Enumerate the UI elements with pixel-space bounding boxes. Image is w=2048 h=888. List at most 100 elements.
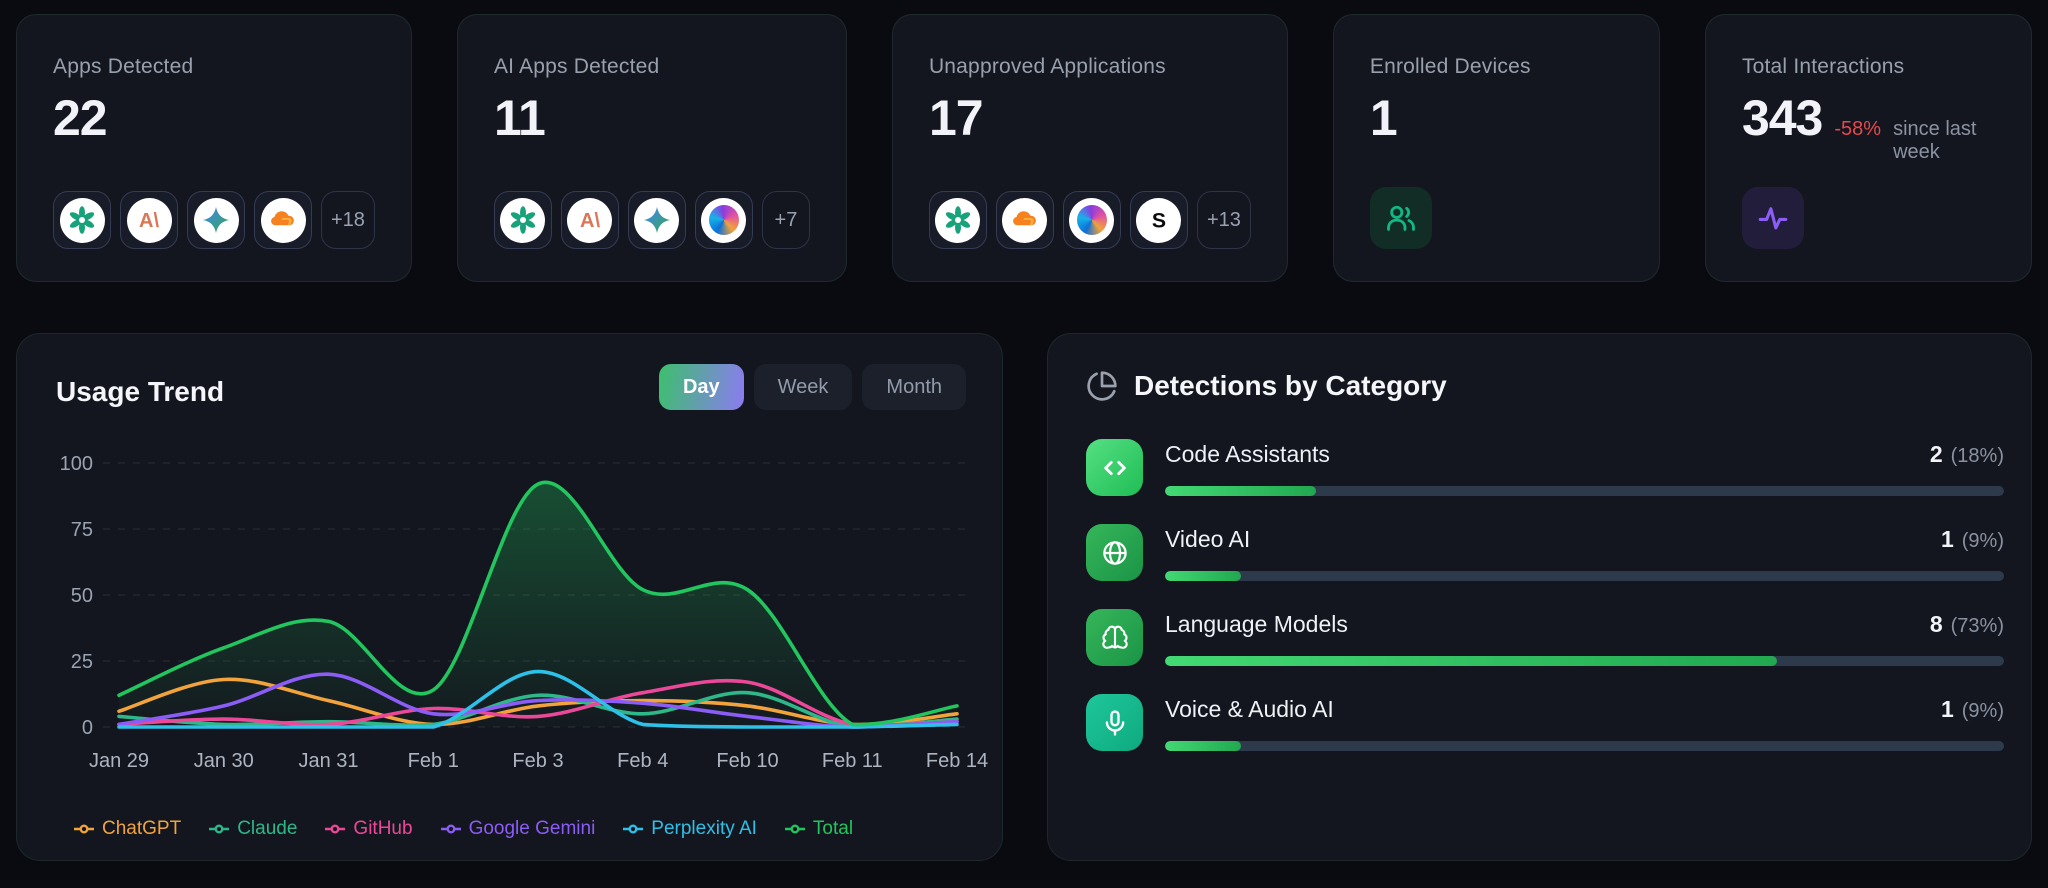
- more-apps-badge[interactable]: +18: [321, 191, 375, 249]
- svg-text:Feb 4: Feb 4: [617, 750, 668, 772]
- legend-item-claude[interactable]: Claude: [208, 818, 297, 840]
- svg-text:A\: A\: [139, 210, 159, 232]
- chatgpt-logo-icon: [500, 197, 546, 243]
- legend-item-chatgpt[interactable]: ChatGPT: [73, 818, 181, 840]
- legend-marker-icon: [784, 824, 805, 834]
- card-value: 22: [53, 90, 108, 146]
- legend-label: Claude: [237, 818, 298, 839]
- legend-marker-icon: [74, 824, 94, 834]
- usage-trend-title: Usage Trend: [56, 376, 225, 407]
- claude-app-chip[interactable]: A\: [560, 191, 619, 249]
- s-app-app-chip[interactable]: S: [1129, 191, 1188, 249]
- copilot-logo-icon: [1069, 197, 1115, 243]
- legend-label: GitHub: [353, 818, 413, 839]
- category-count: 2: [1929, 441, 1943, 467]
- category-percent: (9%): [1961, 530, 2004, 552]
- chatgpt-app-chip[interactable]: [53, 191, 111, 249]
- svg-text:50: 50: [71, 585, 93, 607]
- detected-apps-list: S +13: [928, 191, 1251, 249]
- delta-badge: -58%: [1834, 118, 1882, 140]
- category-percent: (9%): [1961, 700, 2004, 722]
- svg-text:Feb 10: Feb 10: [716, 750, 778, 772]
- cloudflare-logo-icon: [260, 197, 306, 243]
- category-label: Video AI: [1165, 526, 1251, 552]
- legend-marker-icon: [440, 824, 461, 834]
- gemini-logo-icon: [634, 197, 680, 243]
- toggle-day[interactable]: Day: [658, 364, 744, 410]
- svg-text:75: 75: [71, 519, 93, 541]
- more-apps-badge[interactable]: +13: [1196, 191, 1251, 249]
- detections-panel: Detections by Category Code Assistants 2 (…: [1047, 333, 2032, 861]
- users-icon: [1369, 187, 1432, 249]
- cloudflare-logo-icon: [1002, 197, 1048, 243]
- chatgpt-logo-icon: [935, 197, 981, 243]
- card-title: Apps Detected: [53, 55, 194, 78]
- gemini-app-chip[interactable]: [187, 191, 245, 249]
- category-count: 1: [1940, 696, 1954, 722]
- legend-item-github[interactable]: GitHub: [324, 818, 413, 840]
- more-apps-badge[interactable]: +7: [761, 191, 810, 249]
- svg-text:Jan 29: Jan 29: [89, 750, 149, 772]
- cloudflare-app-chip[interactable]: [995, 191, 1054, 249]
- detected-apps-list: A\ +18: [53, 191, 375, 249]
- legend-item-google-gemini[interactable]: Google Gemini: [440, 818, 595, 840]
- card-value: 11: [493, 90, 546, 146]
- chatgpt-app-chip[interactable]: [493, 191, 552, 249]
- claude-logo-icon: A\: [567, 197, 613, 243]
- legend-label: Perplexity AI: [651, 818, 757, 839]
- pie-chart-icon: [1087, 371, 1117, 401]
- stat-card-ai-apps-detected: AI Apps Detected 11 A\ +7: [456, 14, 847, 282]
- category-row-video-ai: Video AI 1 (9%): [1086, 524, 2004, 581]
- svg-text:Feb 3: Feb 3: [512, 750, 563, 772]
- category-percent: (73%): [1950, 615, 2004, 637]
- legend-marker-icon: [623, 824, 644, 834]
- cloudflare-app-chip[interactable]: [254, 191, 312, 249]
- copilot-app-chip[interactable]: [1062, 191, 1121, 249]
- category-count: 8: [1929, 611, 1943, 637]
- svg-text:Jan 31: Jan 31: [298, 750, 358, 772]
- stat-card-total-interactions: Total Interactions 343 -58% since last w…: [1704, 14, 2032, 282]
- card-title: Total Interactions: [1741, 55, 1905, 78]
- chatgpt-logo-icon: [59, 197, 105, 243]
- category-progress-fill: [1165, 741, 1241, 751]
- legend-item-total[interactable]: Total: [784, 818, 853, 840]
- card-title: Unapproved Applications: [928, 55, 1166, 78]
- legend-item-perplexity-ai[interactable]: Perplexity AI: [622, 818, 757, 840]
- category-row-voice-audio-ai: Voice & Audio AI 1 (9%): [1086, 694, 2004, 751]
- stat-card-unapproved-applications: Unapproved Applications 17 S +13: [891, 14, 1288, 282]
- activity-icon: [1741, 187, 1804, 249]
- code-icon: [1086, 439, 1143, 496]
- toggle-month[interactable]: Month: [862, 364, 966, 410]
- copilot-logo-icon: [701, 197, 747, 243]
- category-percent: (18%): [1950, 445, 2004, 467]
- category-label: Voice & Audio AI: [1165, 696, 1334, 722]
- category-progress-fill: [1165, 486, 1317, 496]
- svg-text:Jan 30: Jan 30: [194, 750, 254, 772]
- s-app-logo-icon: S: [1136, 197, 1182, 243]
- panels-row: Usage Trend Day Week Month 0 25 50 75 100 Jan 2…: [16, 333, 2032, 861]
- detected-apps-list: A\ +7: [493, 191, 810, 249]
- chatgpt-app-chip[interactable]: [928, 191, 987, 249]
- chart-legend: ChatGPT Claude GitHub Google Gemini Perplexi…: [73, 818, 853, 840]
- globe-icon: [1086, 524, 1143, 581]
- category-progress-track: [1165, 741, 2004, 751]
- copilot-app-chip[interactable]: [694, 191, 753, 249]
- card-value: 1: [1369, 90, 1398, 146]
- claude-app-chip[interactable]: A\: [120, 191, 178, 249]
- category-progress-track: [1165, 571, 2004, 581]
- category-progress-fill: [1165, 656, 1778, 666]
- category-progress-track: [1165, 656, 2004, 666]
- mic-icon: [1086, 694, 1143, 751]
- svg-text:A\: A\: [580, 210, 600, 232]
- category-progress-fill: [1165, 571, 1241, 581]
- delta-note: since last week: [1893, 118, 1977, 163]
- detections-list: Code Assistants 2 (18%) Video AI 1 (9%) Langua…: [1086, 439, 2004, 751]
- brain-icon: [1086, 609, 1143, 666]
- svg-text:S: S: [1152, 209, 1166, 233]
- toggle-week[interactable]: Week: [753, 364, 853, 410]
- svg-text:0: 0: [82, 717, 93, 739]
- claude-logo-icon: A\: [126, 197, 172, 243]
- gemini-app-chip[interactable]: [627, 191, 686, 249]
- legend-marker-icon: [209, 824, 230, 834]
